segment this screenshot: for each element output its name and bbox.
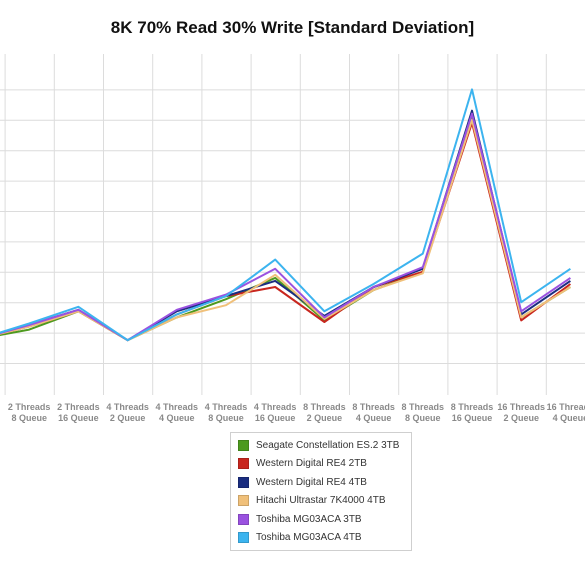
legend-swatch [238,439,249,451]
chart-title: 8K 70% Read 30% Write [Standard Deviatio… [110,18,475,37]
series-line-toshiba-mg03aca-4tb [0,88,571,342]
grid [0,54,585,395]
x-tick-label: 2 Threads 8 Queue [8,402,51,423]
legend-item: Western Digital RE4 2TB [231,455,411,474]
legend-item: Toshiba MG03ACA 4TB [231,529,411,548]
x-tick-label: 4 Threads 8 Queue [205,402,248,423]
legend-label: Hitachi Ultrastar 7K4000 4TB [256,495,386,507]
series-line-toshiba-mg03aca-3tb [0,112,571,342]
legend-item: Toshiba MG03ACA 3TB [231,510,411,529]
x-tick-label: 4 Threads 4 Queue [156,402,199,423]
legend-item: Hitachi Ultrastar 7K4000 4TB [231,492,411,511]
x-tick-label: 8 Threads 4 Queue [352,402,395,423]
legend-swatch [238,495,249,507]
legend-item: Seagate Constellation ES.2 3TB [231,436,411,455]
x-tick-label: 4 Threads 2 Queue [106,402,149,423]
legend: Seagate Constellation ES.2 3TB Western Di… [230,432,412,551]
x-tick-label: 8 Threads 8 Queue [402,402,445,423]
legend-label: Toshiba MG03ACA 4TB [256,532,362,544]
legend-swatch [238,458,249,470]
legend-label: Toshiba MG03ACA 3TB [256,513,362,525]
series-line-western-digital-re4-2tb [0,121,571,342]
legend-label: Seagate Constellation ES.2 3TB [256,439,400,451]
series-line-hitachi-ultrastar-7k4000-4tb [0,118,571,342]
legend-swatch [238,532,249,544]
x-tick-label: 4 Threads 16 Queue [254,402,297,423]
legend-swatch [238,513,249,525]
legend-label: Western Digital RE4 2TB [256,458,367,470]
legend-item: Western Digital RE4 4TB [231,473,411,492]
x-tick-label: 2 Threads 16 Queue [57,402,100,423]
legend-label: Western Digital RE4 4TB [256,476,367,488]
x-tick-label: 8 Threads 2 Queue [303,402,346,423]
legend-swatch [238,476,249,488]
x-tick-label: 8 Threads 16 Queue [451,402,494,423]
series-lines [0,88,571,342]
x-tick-label: 16 Threads 2 Queue [497,402,545,423]
